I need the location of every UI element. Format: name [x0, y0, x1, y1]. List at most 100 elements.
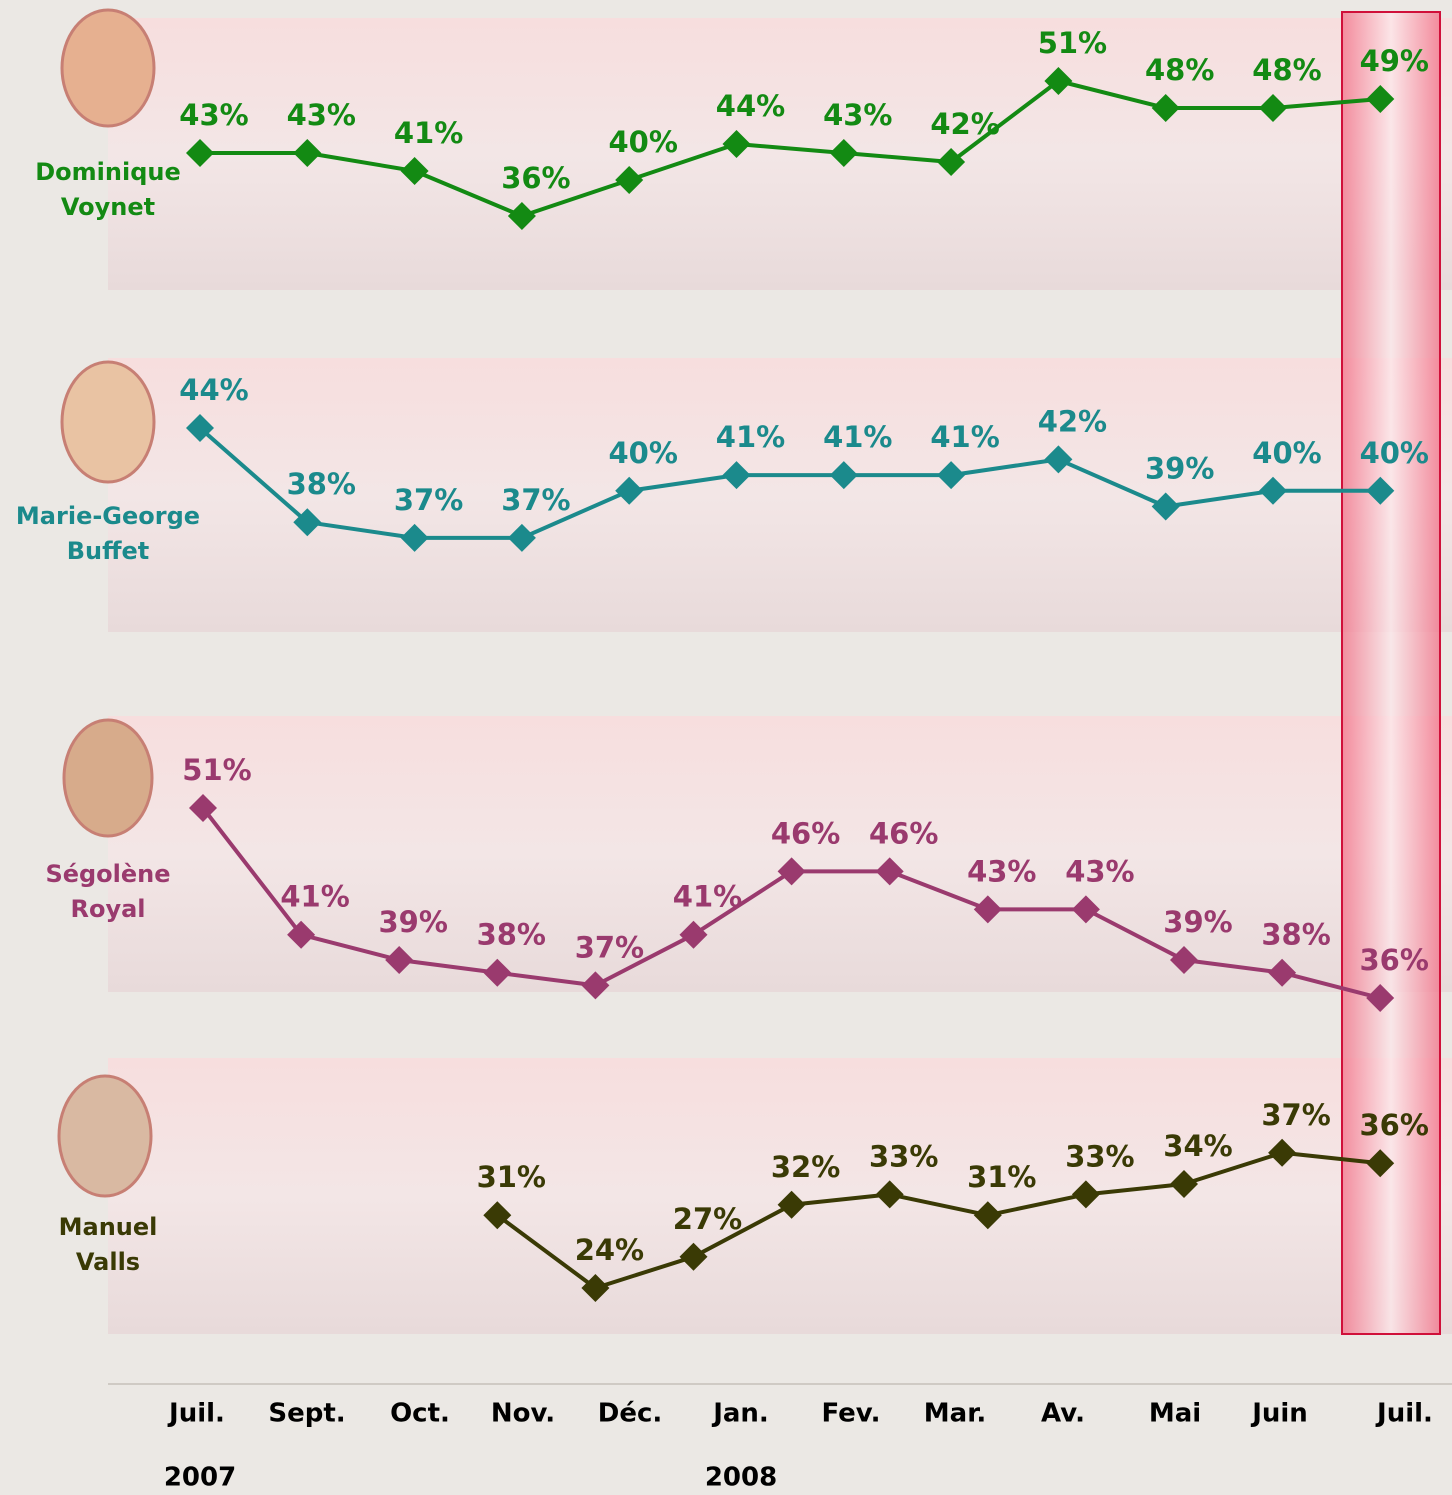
data-point — [400, 523, 429, 552]
series-line — [198, 426, 1381, 540]
data-point — [1259, 94, 1287, 122]
series-name: Marie-George Buffet — [16, 502, 200, 565]
data-label: 43% — [287, 98, 356, 132]
series-name: Dominique Voynet — [35, 158, 181, 221]
data-point — [1071, 1180, 1100, 1209]
series-line — [200, 79, 1381, 218]
data-label: 37% — [501, 483, 570, 517]
data-point — [287, 920, 316, 949]
data-label: 41% — [394, 116, 463, 150]
data-point — [1151, 94, 1180, 122]
x-tick-label: Sept. — [268, 1399, 345, 1429]
data-point — [293, 508, 322, 537]
data-point — [615, 476, 644, 505]
data-label: 33% — [1065, 1139, 1134, 1173]
panel — [108, 716, 1452, 992]
data-point — [937, 461, 966, 490]
data-point — [1259, 476, 1287, 505]
portrait — [57, 1074, 153, 1198]
series-line — [496, 1150, 1381, 1290]
data-label: 38% — [477, 918, 546, 952]
data-point — [1151, 492, 1180, 521]
portrait — [60, 8, 156, 128]
data-label: 37% — [394, 483, 463, 517]
data-label: 40% — [608, 125, 677, 159]
data-label: 40% — [1360, 436, 1429, 470]
data-label: 46% — [771, 816, 840, 850]
data-point — [483, 958, 512, 987]
data-point — [293, 139, 322, 167]
data-point — [777, 857, 806, 886]
data-label: 27% — [673, 1202, 742, 1236]
data-point — [679, 1242, 708, 1271]
x-tick-label: Mar. — [924, 1399, 986, 1429]
data-point — [722, 130, 751, 158]
data-label: 31% — [967, 1160, 1036, 1194]
data-point — [483, 1201, 512, 1230]
data-point — [400, 157, 429, 185]
data-label: 37% — [575, 930, 644, 964]
data-label: 42% — [1038, 404, 1107, 438]
data-label: 38% — [287, 467, 356, 501]
data-label: 41% — [280, 880, 349, 914]
data-label: 38% — [1261, 918, 1330, 952]
data-label: 44% — [716, 89, 785, 123]
data-point — [615, 166, 644, 194]
data-point — [722, 461, 751, 490]
series-name: Ségolène Royal — [45, 860, 170, 923]
data-label: 51% — [1038, 26, 1107, 60]
data-point — [1268, 958, 1297, 987]
data-point — [1044, 445, 1073, 474]
data-label: 43% — [967, 854, 1036, 888]
year-label: 2007 — [164, 1463, 236, 1493]
data-label: 37% — [1261, 1098, 1330, 1132]
x-tick-label: Juil. — [167, 1399, 225, 1429]
data-point — [875, 857, 904, 886]
data-label: 34% — [1163, 1129, 1232, 1163]
data-point — [1366, 1149, 1395, 1178]
data-point — [1268, 1138, 1297, 1167]
x-tick-label: Juil. — [1375, 1399, 1433, 1429]
data-label: 48% — [1252, 53, 1321, 87]
highlight-column — [1341, 11, 1441, 1335]
data-point — [829, 461, 858, 490]
data-label: 46% — [869, 816, 938, 850]
data-label: 43% — [1065, 854, 1134, 888]
portraits — [57, 8, 156, 1198]
data-label: 33% — [869, 1139, 938, 1173]
data-label: 36% — [501, 161, 570, 195]
data-label: 41% — [716, 420, 785, 454]
x-tick-label: Juin — [1250, 1399, 1308, 1429]
x-tick-label: Fev. — [821, 1399, 880, 1429]
data-label: 41% — [930, 420, 999, 454]
x-tick-label: Oct. — [390, 1399, 450, 1429]
data-point — [581, 1274, 610, 1302]
data-point — [973, 1201, 1002, 1230]
data-point — [1170, 946, 1198, 975]
data-label: 39% — [1163, 905, 1232, 939]
data-label: 39% — [1145, 452, 1214, 486]
data-label: 36% — [1359, 943, 1428, 977]
data-point — [1044, 67, 1073, 95]
data-point — [679, 920, 708, 949]
data-label: 44% — [179, 373, 248, 407]
data-point — [1170, 1170, 1198, 1198]
portrait — [60, 360, 156, 484]
data-point — [581, 971, 610, 1000]
data-label: 49% — [1360, 44, 1429, 78]
data-label: 39% — [378, 905, 447, 939]
data-point — [1366, 85, 1395, 113]
data-point — [829, 139, 858, 167]
portrait — [62, 718, 154, 838]
data-point — [875, 1180, 904, 1209]
panels — [108, 11, 1452, 1385]
data-label: 43% — [823, 98, 892, 132]
data-point — [385, 946, 414, 975]
data-label: 40% — [1252, 436, 1321, 470]
panel — [108, 358, 1452, 632]
data-point — [507, 523, 536, 552]
data-label: 43% — [179, 98, 248, 132]
panel — [108, 18, 1452, 290]
